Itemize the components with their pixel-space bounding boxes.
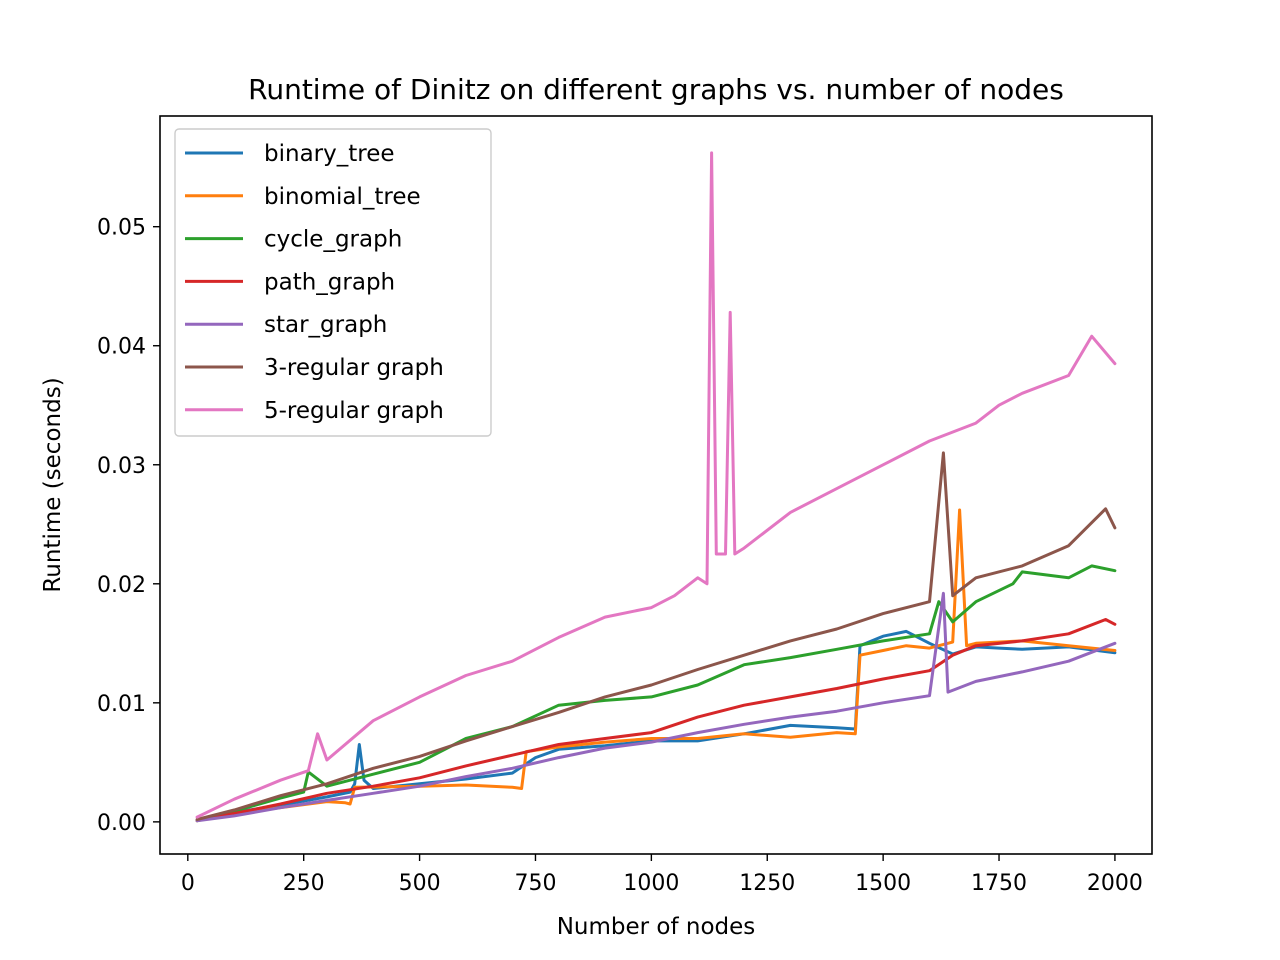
- legend-label: 5-regular graph: [264, 398, 444, 424]
- y-tick-label: 0.05: [97, 216, 146, 241]
- series-line-3-regular-graph: [195, 451, 1117, 821]
- series-line-star-graph: [195, 591, 1117, 823]
- x-tick-label: 2000: [1087, 871, 1143, 896]
- series-line-path-graph: [195, 618, 1117, 823]
- x-axis: 0 250 500 750 1000 1250 1500 1750 2000: [181, 854, 1143, 896]
- x-tick-label: 1750: [971, 871, 1027, 896]
- y-tick-label: 0.03: [97, 454, 146, 479]
- x-tick-label: 0: [181, 871, 195, 896]
- chart-title: Runtime of Dinitz on different graphs vs…: [248, 73, 1064, 106]
- y-tick-label: 0.00: [97, 811, 146, 836]
- y-tick-label: 0.04: [97, 335, 146, 360]
- legend-label: binomial_tree: [264, 184, 421, 210]
- x-tick-label: 250: [283, 871, 325, 896]
- series-line-cycle-graph: [195, 564, 1117, 823]
- legend: binary_tree binomial_tree cycle_graph path_…: [174, 128, 492, 437]
- x-tick-label: 1000: [623, 871, 679, 896]
- legend-box: [174, 128, 492, 437]
- x-tick-label: 1500: [855, 871, 911, 896]
- y-axis-label: Runtime (seconds): [40, 377, 66, 592]
- series-line-binomial-tree: [195, 508, 1117, 823]
- plot-frame: [159, 115, 1153, 855]
- y-tick-label: 0.01: [97, 692, 146, 717]
- x-tick-label: 1250: [739, 871, 795, 896]
- legend-label: binary_tree: [264, 141, 395, 167]
- x-tick-label: 500: [399, 871, 441, 896]
- legend-label: 3-regular graph: [264, 355, 444, 381]
- x-axis-label: Number of nodes: [557, 914, 756, 940]
- y-axis: 0.00 0.01 0.02 0.03 0.04 0.05: [97, 216, 160, 836]
- series-line-5-regular-graph: [195, 151, 1117, 819]
- legend-label: cycle_graph: [264, 227, 402, 253]
- legend-label: path_graph: [264, 269, 395, 295]
- legend-label: star_graph: [264, 312, 387, 338]
- y-tick-label: 0.02: [97, 573, 146, 598]
- x-tick-label: 750: [514, 871, 556, 896]
- series-layer: [195, 151, 1117, 823]
